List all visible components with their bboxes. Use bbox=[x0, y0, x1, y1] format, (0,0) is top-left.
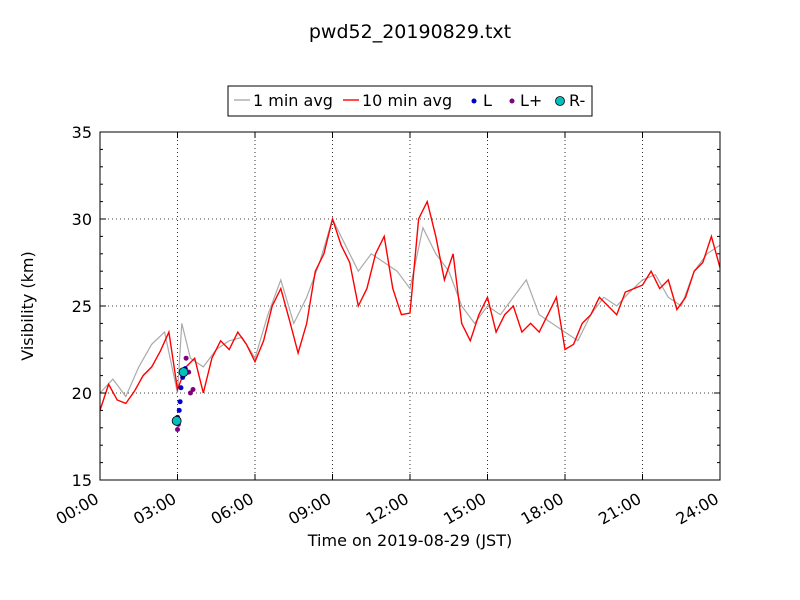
x-tick-label: 06:00 bbox=[208, 489, 257, 529]
legend: 1 min avg 10 min avg L L+ R- bbox=[227, 85, 593, 117]
y-tick-label: 25 bbox=[72, 297, 92, 316]
y-axis-label: Visibility (km) bbox=[18, 251, 37, 360]
point-l-5 bbox=[190, 387, 196, 393]
chart-title: pwd52_20190829.txt bbox=[309, 21, 511, 43]
point-l-4 bbox=[187, 390, 193, 396]
x-tick-label: 15:00 bbox=[440, 489, 489, 529]
legend-box bbox=[227, 85, 593, 117]
x-tick-label: 03:00 bbox=[130, 489, 179, 529]
x-tick-label: 00:00 bbox=[53, 489, 102, 529]
legend-l-marker bbox=[471, 98, 477, 104]
point-r-1 bbox=[178, 367, 189, 378]
y-tick-label: 30 bbox=[72, 210, 92, 229]
x-tick-label: 18:00 bbox=[518, 489, 567, 529]
x-tick-label: 12:00 bbox=[363, 489, 412, 529]
legend-r-marker bbox=[555, 96, 565, 106]
point-l-1 bbox=[176, 407, 182, 413]
legend-r-label: R- bbox=[569, 91, 585, 110]
legend-l-label: L bbox=[483, 91, 492, 110]
plot-area: 00:00 03:00 06:00 09:00 12:00 15:00 18:00 21:00… bbox=[53, 123, 722, 529]
point-l-3 bbox=[178, 385, 184, 391]
x-axis-label: Time on 2019-08-29 (JST) bbox=[307, 531, 512, 550]
legend-10-min-avg-label: 10 min avg bbox=[362, 91, 452, 110]
point-l-2 bbox=[177, 399, 183, 405]
legend-l-label: L+ bbox=[520, 91, 542, 110]
y-tick-label: 20 bbox=[72, 384, 92, 403]
legend-1-min-avg-label: 1 min avg bbox=[253, 91, 333, 110]
point-l-2 bbox=[183, 355, 189, 361]
y-tick-label: 15 bbox=[72, 471, 92, 490]
x-tick-label: 09:00 bbox=[285, 489, 334, 529]
point-r-0 bbox=[171, 415, 182, 426]
x-tick-label: 21:00 bbox=[595, 489, 644, 529]
legend-l-marker bbox=[509, 98, 515, 104]
series-line-1 bbox=[99, 199, 721, 411]
point-l-0 bbox=[175, 427, 180, 433]
y-tick-label: 35 bbox=[72, 123, 92, 142]
x-tick-label: 24:00 bbox=[673, 489, 722, 529]
